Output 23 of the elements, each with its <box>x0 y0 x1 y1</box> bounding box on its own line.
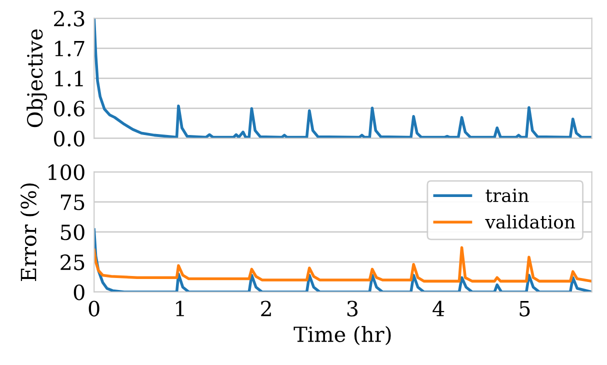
x-tick-label: 0 <box>88 300 100 316</box>
y-tick-label: 0.0 <box>54 130 84 147</box>
x-tick-label: 3 <box>347 300 358 316</box>
y-axis-title: Objective <box>26 29 48 128</box>
legend-label: validation <box>485 214 576 229</box>
y-tick-label: 1.1 <box>55 70 83 86</box>
y-tick-label: 1.7 <box>55 40 84 56</box>
line-series <box>94 246 592 283</box>
y-tick-label: 0 <box>74 284 84 300</box>
line-series <box>94 18 592 138</box>
x-axis-title: Time (hr) <box>294 326 391 346</box>
y-tick-label: 2.3 <box>54 10 84 26</box>
y-tick-label: 50 <box>61 224 84 240</box>
x-tick-label: 5 <box>520 300 530 316</box>
y-tick-label: 25 <box>60 254 84 270</box>
y-tick-label: 0.6 <box>54 100 84 117</box>
y-axis-title: Error (%) <box>20 183 40 281</box>
x-tick-label: 4 <box>432 300 444 316</box>
x-tick-label: 2 <box>261 300 271 316</box>
y-tick-label: 75 <box>60 194 84 210</box>
y-tick-label: 100 <box>48 164 84 180</box>
legend-label: train <box>486 188 529 202</box>
x-tick-label: 1 <box>176 300 184 316</box>
